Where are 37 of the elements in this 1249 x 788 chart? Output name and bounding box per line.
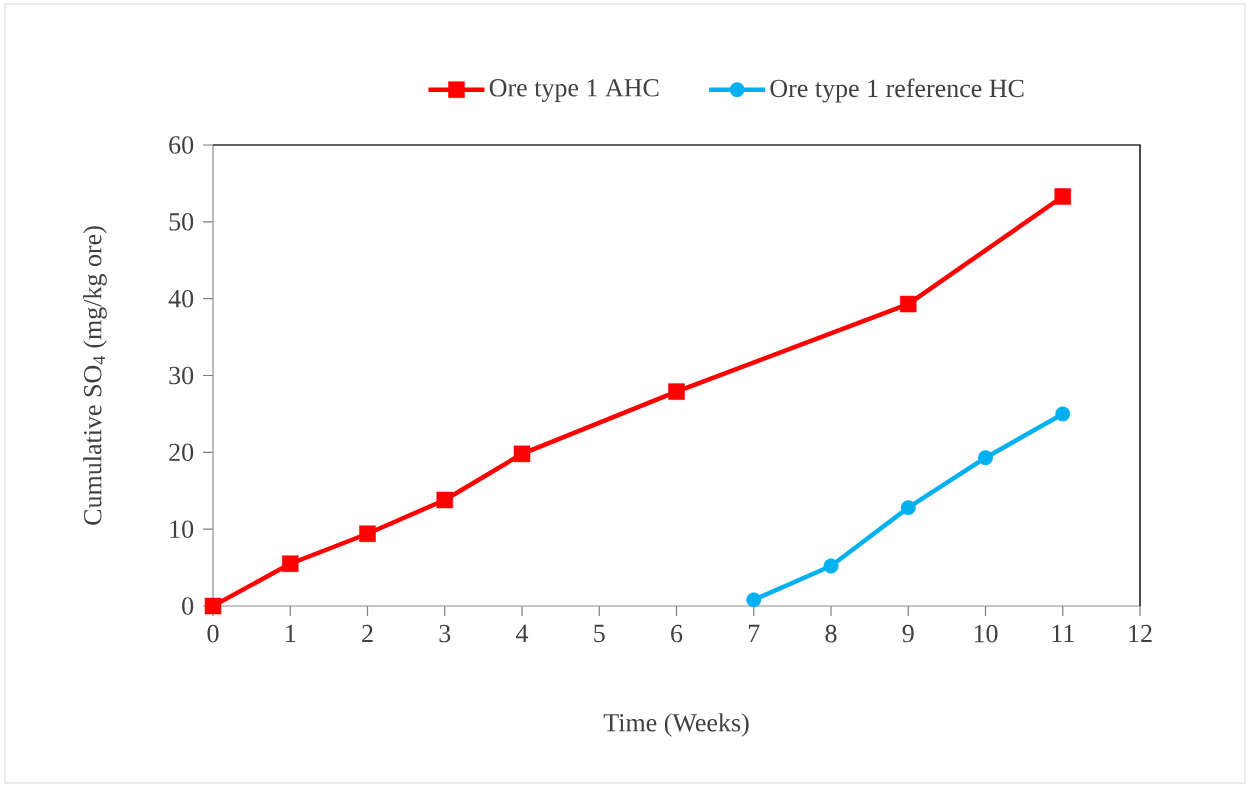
x-tick-label: 0 bbox=[207, 624, 219, 643]
x-tick-label: 2 bbox=[362, 624, 373, 643]
x-tick-label: 7 bbox=[748, 624, 760, 642]
y-tick-label: 20 bbox=[169, 443, 194, 462]
x-tick-label: 3 bbox=[439, 624, 451, 643]
x-axis-title: Time (Weeks) bbox=[603, 713, 749, 737]
x-tick-label: 10 bbox=[974, 624, 998, 643]
y-tick-label: 0 bbox=[182, 597, 194, 615]
y-tick-label: 10 bbox=[170, 520, 194, 538]
point bbox=[823, 558, 839, 574]
point bbox=[668, 383, 685, 400]
y-tick-label: 40 bbox=[168, 289, 194, 308]
x-tick-label: 5 bbox=[594, 624, 605, 643]
x-tick-label: 11 bbox=[1052, 624, 1074, 643]
point bbox=[282, 555, 299, 572]
x-tick-label: 1 bbox=[286, 624, 296, 643]
point bbox=[359, 525, 376, 543]
point bbox=[746, 592, 762, 608]
y-tick-label: 50 bbox=[169, 213, 194, 231]
legend-label: Ore type 1 reference HC bbox=[770, 78, 1024, 103]
point bbox=[978, 450, 993, 466]
x-tick-label: 12 bbox=[1129, 624, 1152, 643]
y-tick-label: 60 bbox=[169, 136, 194, 154]
point bbox=[436, 491, 454, 509]
y-tick-label: 30 bbox=[169, 366, 194, 385]
x-tick-label: 6 bbox=[671, 624, 683, 643]
point bbox=[900, 500, 916, 516]
point bbox=[513, 445, 531, 463]
point bbox=[1055, 406, 1071, 422]
x-tick-label: 8 bbox=[825, 624, 837, 643]
point bbox=[1054, 188, 1072, 205]
x-tick-label: 9 bbox=[902, 624, 914, 643]
point bbox=[900, 295, 917, 313]
x-tick-label: 4 bbox=[516, 624, 529, 642]
legend-label: Ore type 1 AHC bbox=[489, 79, 659, 102]
y-axis-title: Cumulative SO$_{4}$ (mg/kg ore) bbox=[83, 226, 107, 525]
point bbox=[204, 597, 222, 615]
